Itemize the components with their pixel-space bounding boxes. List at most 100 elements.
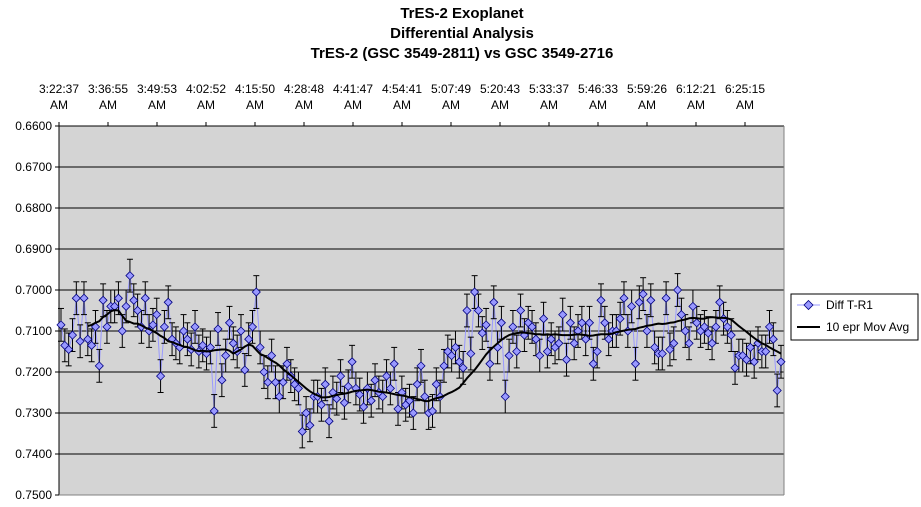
data-point-79 — [359, 402, 369, 412]
x-tick-label-10: 5:33:37 — [529, 82, 569, 96]
data-point-50 — [247, 322, 258, 332]
data-point-62 — [293, 383, 303, 393]
data-point-179 — [741, 355, 752, 365]
data-point-174 — [722, 322, 732, 332]
data-point-42 — [217, 375, 227, 385]
data-point-45 — [228, 338, 238, 348]
data-point-75 — [343, 381, 353, 391]
data-point-151 — [634, 297, 644, 307]
chart-title-line-2: Differential Analysis — [390, 25, 534, 42]
data-point-32 — [179, 326, 189, 336]
data-point-92 — [408, 408, 418, 418]
data-point-103 — [450, 342, 461, 352]
x-tick-ampm-8: AM — [442, 98, 460, 112]
y-tick-label-2: 0.6800 — [15, 201, 52, 215]
legend-label-diff: Diff T-R1 — [826, 298, 873, 312]
data-point-113 — [489, 297, 499, 307]
data-point-123 — [527, 322, 537, 332]
data-point-47 — [236, 326, 246, 336]
data-point-18 — [125, 271, 135, 281]
data-point-88 — [393, 404, 403, 414]
data-point-100 — [439, 361, 449, 371]
data-point-186 — [768, 334, 778, 344]
data-point-188 — [776, 357, 786, 367]
data-point-33 — [182, 334, 192, 344]
data-point-10 — [94, 361, 104, 371]
data-point-6 — [79, 293, 89, 303]
x-tick-label-3: 4:02:52 — [186, 82, 226, 96]
data-point-187 — [772, 385, 782, 396]
data-point-65 — [305, 420, 315, 430]
legend-label-mov-avg: 10 epr Mov Avg — [826, 320, 909, 334]
data-point-109 — [473, 305, 483, 316]
data-point-175 — [726, 330, 736, 340]
data-point-117 — [504, 351, 514, 361]
data-point-85 — [381, 371, 392, 381]
data-point-176 — [730, 363, 740, 373]
data-point-149 — [627, 301, 637, 311]
data-point-72 — [332, 394, 342, 404]
x-tick-label-0: 3:22:37 — [39, 82, 79, 96]
data-point-49 — [244, 334, 254, 344]
y-tick-label-4: 0.7000 — [15, 283, 52, 297]
data-point-69 — [320, 379, 330, 389]
data-point-43 — [221, 351, 231, 361]
data-point-126 — [539, 314, 549, 324]
data-point-130 — [554, 338, 564, 348]
data-point-115 — [496, 318, 506, 328]
data-point-59 — [282, 359, 292, 369]
chart-title-line-3: TrES-2 (GSC 3549-2811) vs GSC 3549-2716 — [311, 45, 614, 62]
x-tick-label-4: 4:15:50 — [235, 82, 275, 96]
data-point-37 — [198, 340, 208, 350]
data-point-12 — [102, 322, 112, 332]
x-tick-ampm-0: AM — [50, 98, 68, 112]
data-point-184 — [761, 346, 771, 357]
data-point-48 — [240, 365, 250, 375]
data-point-180 — [745, 342, 755, 352]
data-point-120 — [516, 305, 526, 316]
x-tick-ampm-5: AM — [295, 98, 313, 112]
data-point-27 — [159, 322, 169, 332]
y-tick-label-3: 0.6900 — [15, 242, 52, 256]
x-tick-label-5: 4:28:48 — [284, 82, 324, 96]
data-point-153 — [642, 326, 652, 336]
data-point-133 — [565, 318, 575, 328]
data-point-169 — [703, 328, 713, 338]
data-point-54 — [263, 377, 273, 387]
data-point-147 — [619, 293, 629, 303]
data-point-22 — [140, 293, 150, 303]
data-point-7 — [83, 334, 93, 344]
data-point-73 — [336, 371, 346, 381]
y-tick-label-5: 0.7100 — [15, 324, 52, 338]
data-point-70 — [324, 416, 334, 426]
data-point-106 — [462, 305, 472, 316]
data-point-40 — [209, 406, 219, 416]
data-point-166 — [692, 318, 702, 328]
data-point-110 — [477, 328, 487, 338]
data-point-155 — [650, 342, 660, 352]
data-point-134 — [569, 338, 579, 348]
data-point-119 — [512, 346, 522, 357]
x-tick-label-6: 4:41:47 — [333, 82, 373, 96]
x-tick-ampm-4: AM — [246, 98, 264, 112]
data-point-127 — [542, 346, 552, 357]
x-axis: 3:22:37 AM 3:36:55 AM 3:49:53 AM 4:02:52 AM 4:15… — [39, 82, 785, 496]
x-tick-ampm-9: AM — [491, 98, 509, 112]
data-point-171 — [711, 322, 721, 332]
data-point-139 — [588, 359, 598, 369]
x-tick-label-9: 5:20:43 — [480, 82, 520, 96]
data-point-152 — [638, 289, 648, 299]
data-point-17 — [121, 301, 131, 311]
data-point-8 — [87, 340, 97, 350]
data-point-138 — [584, 318, 595, 328]
data-point-102 — [447, 351, 457, 361]
data-point-87 — [389, 359, 399, 369]
data-point-24 — [148, 320, 158, 330]
data-point-157 — [657, 349, 667, 359]
data-point-97 — [427, 406, 438, 416]
y-axis: 0.6600 0.6700 0.6800 0.6900 0.7000 0.7100 0.72… — [15, 119, 60, 502]
x-tick-label-12: 5:59:26 — [627, 82, 667, 96]
x-tick-ampm-1: AM — [99, 98, 117, 112]
data-point-146 — [615, 314, 625, 324]
